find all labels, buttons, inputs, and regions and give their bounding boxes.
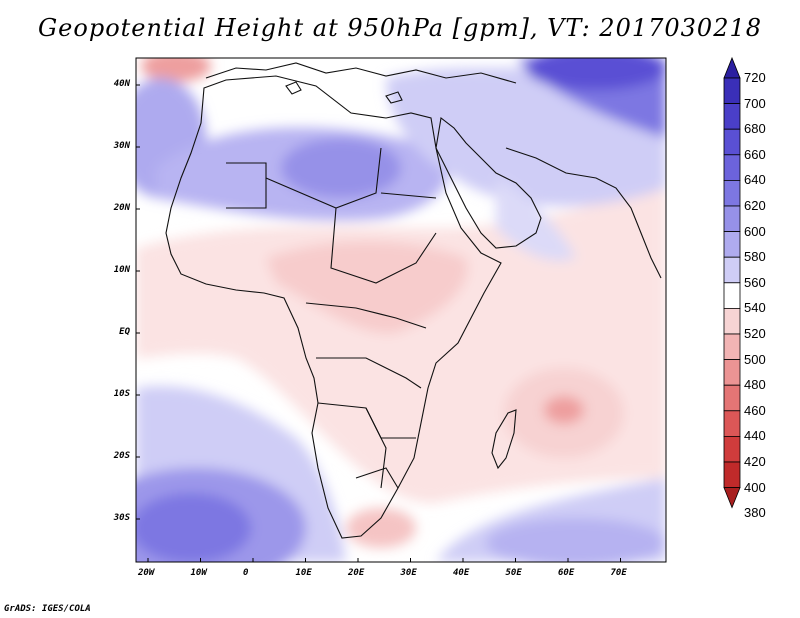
lat-tick-label: 20N: [113, 203, 130, 213]
lat-tick-label: 20S: [113, 451, 130, 461]
lon-tick-label: 40E: [453, 568, 470, 578]
colorbar-segment: [723, 256, 741, 284]
colorbar-segment: [723, 333, 741, 361]
colorbar-bottom-arrow: [723, 487, 741, 509]
colorbar-level-label: 480: [744, 377, 766, 393]
lon-tick-label: 70E: [610, 568, 627, 578]
lon-tick-label: 10W: [190, 568, 207, 578]
colorbar-segment: [723, 103, 741, 130]
colorbar-level-label: 640: [744, 172, 766, 188]
lon-tick-label: 10E: [295, 568, 312, 578]
colorbar-segment: [723, 282, 741, 309]
colorbar-level-label: 380: [744, 505, 766, 521]
colorbar-level-label: 720: [744, 70, 766, 85]
colorbar-segment: [723, 435, 741, 463]
colorbar-segment: [723, 461, 741, 489]
lon-tick-label: 0: [243, 568, 249, 578]
colorbar-level-label: 440: [744, 428, 766, 444]
map-panel: [136, 58, 666, 562]
colorbar-segment: [723, 154, 741, 181]
lat-tick-label: 40N: [113, 79, 130, 89]
lat-tick-label: EQ: [119, 327, 130, 337]
colorbar-segment: [723, 359, 741, 386]
lat-tick-label: 10S: [113, 389, 130, 399]
colorbar-level-label: 580: [744, 249, 766, 265]
colorbar-level-label: 400: [744, 479, 766, 495]
colorbar-segment: [723, 410, 741, 437]
lon-tick-label: 20W: [138, 568, 155, 578]
colorbar-level-label: 420: [744, 454, 766, 469]
lon-tick-label: 30E: [400, 568, 417, 578]
lat-tick-label: 30N: [113, 141, 130, 151]
colorbar-level-label: 680: [744, 121, 766, 137]
lon-tick-label: 60E: [558, 568, 575, 578]
colorbar-segment: [723, 77, 741, 105]
colorbar-level-label: 520: [744, 326, 766, 341]
colorbar-level-label: 460: [744, 402, 766, 418]
colorbar-segment: [723, 231, 741, 258]
colorbar-segment: [723, 180, 741, 207]
software-credit: GrADS: IGES/COLA: [4, 604, 91, 614]
plot-title: Geopotential Height at 950hPa [gpm], VT:…: [38, 14, 762, 42]
lat-tick-label: 10N: [113, 265, 130, 275]
colorbar-level-label: 600: [744, 223, 766, 239]
colorbar-segment: [723, 205, 741, 233]
lon-tick-label: 50E: [505, 568, 522, 578]
colorbar: [723, 56, 741, 509]
colorbar-level-label: 560: [744, 274, 766, 290]
colorbar-segment: [723, 307, 741, 335]
colorbar-level-label: 700: [744, 95, 766, 111]
colorbar-segment: [723, 128, 741, 156]
colorbar-level-label: 620: [744, 198, 766, 213]
lon-tick-label: 20E: [348, 568, 365, 578]
colorbar-segment: [723, 384, 741, 412]
colorbar-level-label: 540: [744, 300, 766, 316]
contour-field: [136, 58, 666, 562]
colorbar-level-label: 660: [744, 146, 766, 162]
colorbar-level-label: 500: [744, 351, 766, 367]
lat-tick-label: 30S: [113, 513, 130, 523]
colorbar-top-arrow: [723, 56, 741, 79]
